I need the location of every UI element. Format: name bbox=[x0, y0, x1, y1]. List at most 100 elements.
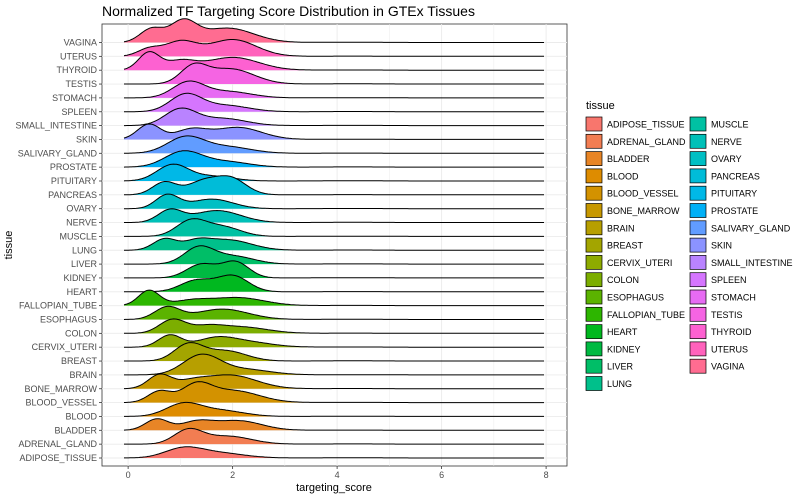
y-tick-label: BREAST bbox=[61, 356, 98, 366]
legend-label: MUSCLE bbox=[711, 120, 749, 130]
legend-key bbox=[585, 341, 603, 357]
ridge-line-blood-vessel bbox=[124, 381, 544, 404]
ridge-fill-testis bbox=[157, 63, 295, 85]
legend-key bbox=[689, 185, 707, 201]
legend-key bbox=[689, 237, 707, 253]
legend-key bbox=[585, 306, 603, 322]
y-tick-label: COLON bbox=[65, 328, 97, 338]
y-tick-label: SPLEEN bbox=[61, 107, 97, 117]
legend-key bbox=[689, 255, 707, 270]
legend-label: ADRENAL_GLAND bbox=[607, 137, 686, 147]
ridge-fill-skin bbox=[124, 124, 301, 140]
legend-key bbox=[689, 220, 707, 236]
y-tick-label: PANCREAS bbox=[48, 190, 97, 200]
ridge-fill-blood-vessel bbox=[130, 381, 304, 403]
y-tick-label: ADRENAL_GLAND bbox=[18, 439, 97, 449]
y-tick-label: ESOPHAGUS bbox=[40, 315, 97, 325]
legend-key bbox=[585, 220, 603, 236]
legend-key bbox=[585, 272, 603, 288]
ridge-line-brain bbox=[124, 353, 544, 376]
ridge-fill-esophagus bbox=[134, 306, 291, 320]
ridge-line-fallopian-tube bbox=[123, 289, 544, 307]
ridge-line-thyroid bbox=[123, 51, 544, 71]
ridge-line-vagina bbox=[123, 18, 544, 43]
ridge-line-nerve bbox=[124, 208, 544, 223]
ridges bbox=[123, 18, 544, 459]
legend-key bbox=[689, 341, 707, 357]
x-tick-label: 8 bbox=[544, 470, 549, 480]
legend-label: LUNG bbox=[607, 379, 632, 389]
legend-title: tissue bbox=[586, 100, 615, 112]
y-tick-label: BRAIN bbox=[69, 370, 97, 380]
ridge-line-blood bbox=[124, 401, 544, 417]
ridge-line-uterus bbox=[123, 39, 544, 57]
y-tick-label: VAGINA bbox=[64, 38, 97, 48]
legend-key bbox=[689, 289, 707, 305]
ridge-line-skin bbox=[123, 123, 544, 140]
y-tick-label: LUNG bbox=[72, 245, 97, 255]
y-tick-label: FALLOPIAN_TUBE bbox=[19, 301, 97, 311]
ridge-fill-bladder bbox=[127, 418, 300, 431]
legend-key bbox=[585, 116, 603, 132]
ridge-fill-kidney bbox=[163, 260, 273, 278]
legend-label: SKIN bbox=[711, 241, 732, 251]
ridge-fill-ovary bbox=[137, 194, 265, 209]
legend-key bbox=[585, 237, 603, 253]
y-tick-label: HEART bbox=[67, 287, 98, 297]
ridge-line-adipose-tissue bbox=[124, 446, 544, 459]
legend-key bbox=[585, 376, 603, 391]
legend-key bbox=[585, 168, 603, 184]
y-tick-label: CERVIX_UTERI bbox=[32, 342, 97, 352]
legend-label: BLOOD_VESSEL bbox=[607, 189, 679, 199]
chart-title: Normalized TF Targeting Score Distributi… bbox=[102, 3, 475, 19]
ridge-fill-muscle bbox=[151, 218, 268, 237]
legend-key bbox=[689, 272, 707, 288]
ridge-line-prostate bbox=[123, 150, 544, 168]
y-tick-label: OVARY bbox=[66, 204, 97, 214]
legend-label: BLADDER bbox=[607, 154, 650, 164]
ridge-fill-stomach bbox=[145, 81, 285, 98]
ridge-line-testis bbox=[124, 62, 544, 85]
legend-key bbox=[585, 185, 603, 201]
ridge-fill-breast bbox=[149, 342, 279, 362]
legend-key bbox=[585, 151, 603, 166]
ridge-line-kidney bbox=[124, 260, 544, 279]
legend-label: SMALL_INTESTINE bbox=[711, 258, 793, 268]
legend-label: PANCREAS bbox=[711, 171, 760, 181]
y-tick-label: MUSCLE bbox=[59, 231, 97, 241]
x-tick-label: 0 bbox=[126, 470, 131, 480]
x-tick-label: 6 bbox=[439, 470, 444, 480]
legend-label: OVARY bbox=[711, 154, 742, 164]
y-tick-label: UTERUS bbox=[60, 51, 97, 61]
legend-label: KIDNEY bbox=[607, 344, 641, 354]
y-tick-label: BLOOD bbox=[65, 411, 97, 421]
legend-key bbox=[585, 358, 603, 374]
x-axis-title: targeting_score bbox=[296, 482, 372, 494]
y-tick-label: BLADDER bbox=[54, 425, 97, 435]
legend-key bbox=[585, 255, 603, 270]
legend-key bbox=[689, 151, 707, 166]
ridge-line-lung bbox=[124, 237, 544, 251]
legend-label: ESOPHAGUS bbox=[607, 293, 664, 303]
legend-key bbox=[689, 203, 707, 218]
legend: ADIPOSE_TISSUE ADRENAL_GLAND BLADDER BLOOD B… bbox=[585, 116, 793, 391]
y-axis-title: tissue bbox=[3, 231, 15, 260]
ridge-line-bone-marrow bbox=[124, 373, 544, 390]
ridge-line-cervix-uteri bbox=[124, 334, 544, 348]
legend-key bbox=[689, 168, 707, 184]
legend-label: UTERUS bbox=[711, 344, 748, 354]
legend-key bbox=[689, 324, 707, 339]
y-tick-label: BLOOD_VESSEL bbox=[25, 398, 97, 408]
ridge-fill-pancreas bbox=[133, 175, 273, 195]
legend-key bbox=[585, 324, 603, 339]
x-tick-label: 2 bbox=[230, 470, 235, 480]
legend-label: TESTIS bbox=[711, 310, 743, 320]
legend-key bbox=[689, 133, 707, 149]
ridge-line-colon bbox=[124, 318, 544, 334]
ridge-fill-vagina bbox=[124, 18, 300, 43]
y-tick-label: SKIN bbox=[76, 134, 97, 144]
legend-label: VAGINA bbox=[711, 362, 744, 372]
y-tick-label: KIDNEY bbox=[63, 273, 97, 283]
ridge-line-salivary-gland bbox=[124, 135, 544, 154]
y-tick-labels: VAGINA UTERUS THYROID TESTIS STOMACH SPLEEN SM… bbox=[15, 38, 102, 463]
